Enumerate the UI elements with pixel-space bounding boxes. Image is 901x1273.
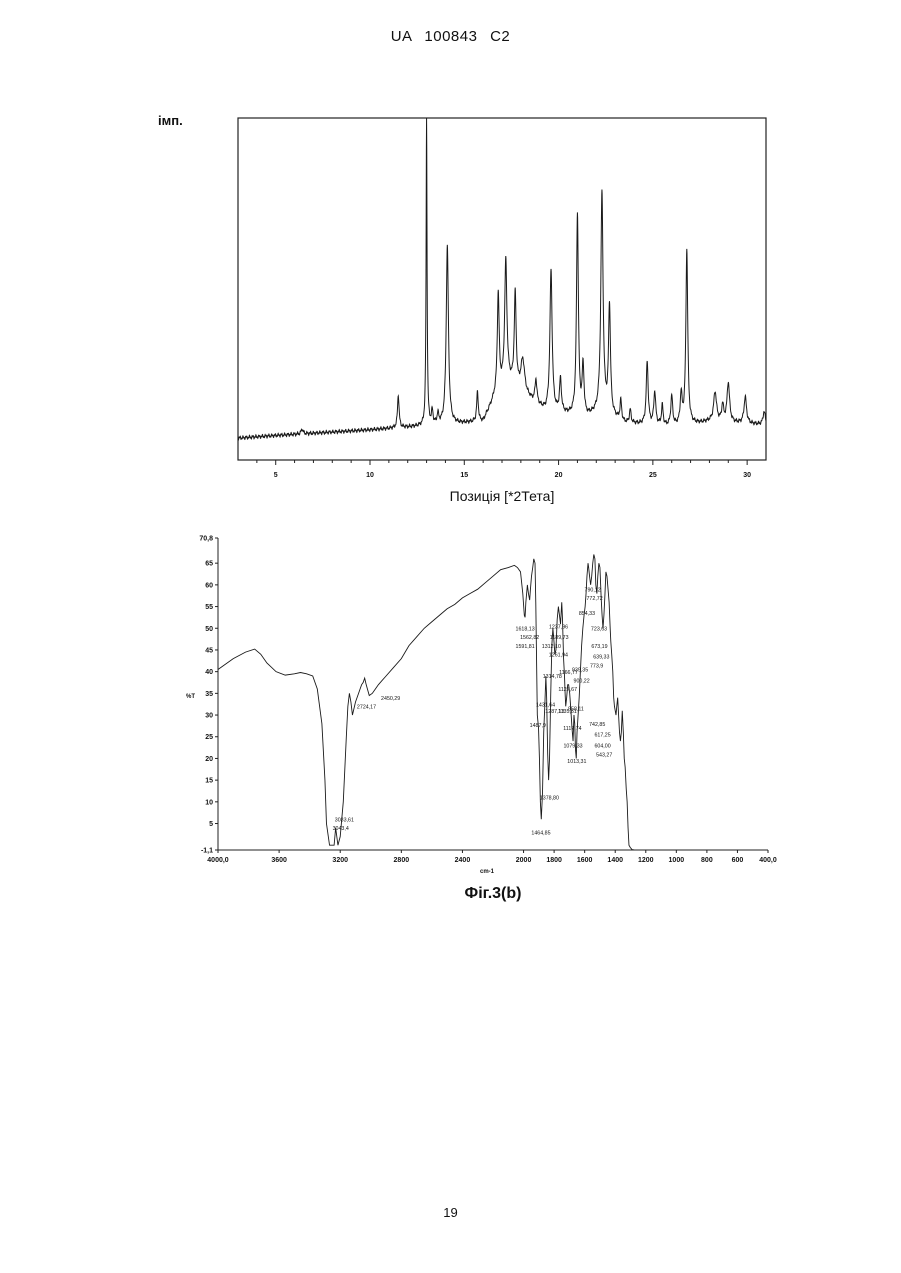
ir-y-tick-label: 20 [205, 756, 213, 763]
ir-peak-label: 1591,81 [516, 644, 535, 650]
ir-peak-label: 742,85 [589, 722, 605, 728]
ir-y-tick-label: 25 [205, 734, 213, 741]
ir-x-tick-label: 800 [701, 857, 713, 864]
ir-x-tick-label: 1200 [638, 857, 654, 864]
ir-x-tick-label: 3600 [271, 857, 287, 864]
ir-peak-label: 1127,67 [558, 687, 577, 693]
ir-x-tick-label: 600 [732, 857, 744, 864]
ir-peak-label: 773,9 [590, 663, 603, 669]
ir-y-tick-label: 55 [205, 604, 213, 611]
ir-x-tick-label: 1000 [669, 857, 685, 864]
ir-x-axis-label: cm-1 [480, 869, 495, 875]
ir-y-tick-label: 50 [205, 626, 213, 633]
ir-x-tick-label: 400,0 [759, 857, 777, 864]
ir-peak-label: 854,33 [579, 611, 595, 617]
ir-peak-label: 3043,4 [333, 826, 349, 832]
ir-peak-label: 1312,10 [542, 644, 561, 650]
ir-peak-label: 790,12 [585, 587, 601, 593]
ir-peak-label: 1013,31 [567, 759, 586, 765]
ir-peak-label: 1261,94 [549, 652, 568, 658]
ir-x-tick-label: 1600 [577, 857, 593, 864]
ir-peak-label: 543,27 [596, 752, 612, 758]
ir-peak-label: 2724,17 [357, 705, 376, 711]
ir-y-tick-label: -1,1 [201, 848, 213, 855]
ir-x-tick-label: 2000 [516, 857, 532, 864]
ir-x-tick-label: 4000,0 [207, 857, 229, 864]
figure-caption: Фіг.3(b) [218, 885, 768, 903]
ir-peak-label: 723,63 [591, 626, 607, 632]
ir-y-tick-label: 70,8 [199, 536, 213, 543]
ir-y-tick-label: 5 [209, 821, 213, 828]
ir-y-tick-label: 35 [205, 691, 213, 698]
ir-peak-label: 2450,29 [381, 696, 400, 702]
ir-y-tick-label: 15 [205, 778, 213, 785]
ir-peak-label: 939,35 [572, 668, 588, 674]
ir-peak-label: 958,11 [568, 707, 584, 713]
ir-peak-label: 673,19 [591, 644, 607, 650]
ir-peak-label: 1618,13 [516, 626, 535, 632]
ir-x-tick-label: 1800 [546, 857, 562, 864]
ir-peak-label: 1189,73 [550, 635, 569, 641]
ir-peak-label: 1079,33 [563, 744, 582, 750]
ir-x-tick-label: 2400 [455, 857, 471, 864]
ir-peak-label: 1487,9 [530, 723, 546, 729]
ir-peak-label: 1378,80 [540, 796, 559, 802]
ir-peak-label: 1117,74 [563, 726, 581, 732]
ir-y-tick-label: 10 [205, 799, 213, 806]
ir-peak-label: 604,00 [594, 744, 610, 750]
ir-peak-label: 617,25 [594, 733, 610, 739]
ir-x-tick-label: 2800 [394, 857, 410, 864]
ir-x-tick-label: 1400 [607, 857, 623, 864]
page-number: 19 [0, 1205, 901, 1220]
ir-peak-label: 1237,96 [549, 624, 568, 630]
ir-y-tick-label: 65 [205, 561, 213, 568]
ir-peak-label: 639,33 [593, 655, 609, 661]
ir-peak-label: 1464,85 [531, 830, 550, 836]
ir-y-tick-label: 45 [205, 647, 213, 654]
ir-peak-label: 772,72 [586, 596, 602, 602]
ir-spectrum-line [218, 554, 634, 850]
ir-peak-label: 1431,64 [536, 702, 555, 708]
ir-y-tick-label: 30 [205, 713, 213, 720]
ir-y-tick-label: 40 [205, 669, 213, 676]
ir-peak-label: 3033,61 [335, 817, 354, 823]
ir-peak-labels: 3033,61 3043,4 2724,17 2450,29 1618,13 1562,8… [333, 587, 613, 836]
ir-y-tick-label: 60 [205, 582, 213, 589]
ir-x-tick-label: 3200 [332, 857, 348, 864]
ir-y-ticks: -1,1 5 10 15 20 25 30 35 40 45 50 55 60 65 70,8 [199, 536, 218, 855]
ir-x-ticks: 4000,0 3600 3200 2800 2400 2000 1800 1600 1400 12… [207, 850, 777, 864]
ir-y-axis-label: %T [186, 694, 195, 700]
ir-peak-label: 900,22 [574, 679, 590, 685]
ir-peak-label: 1562,82 [520, 635, 539, 641]
